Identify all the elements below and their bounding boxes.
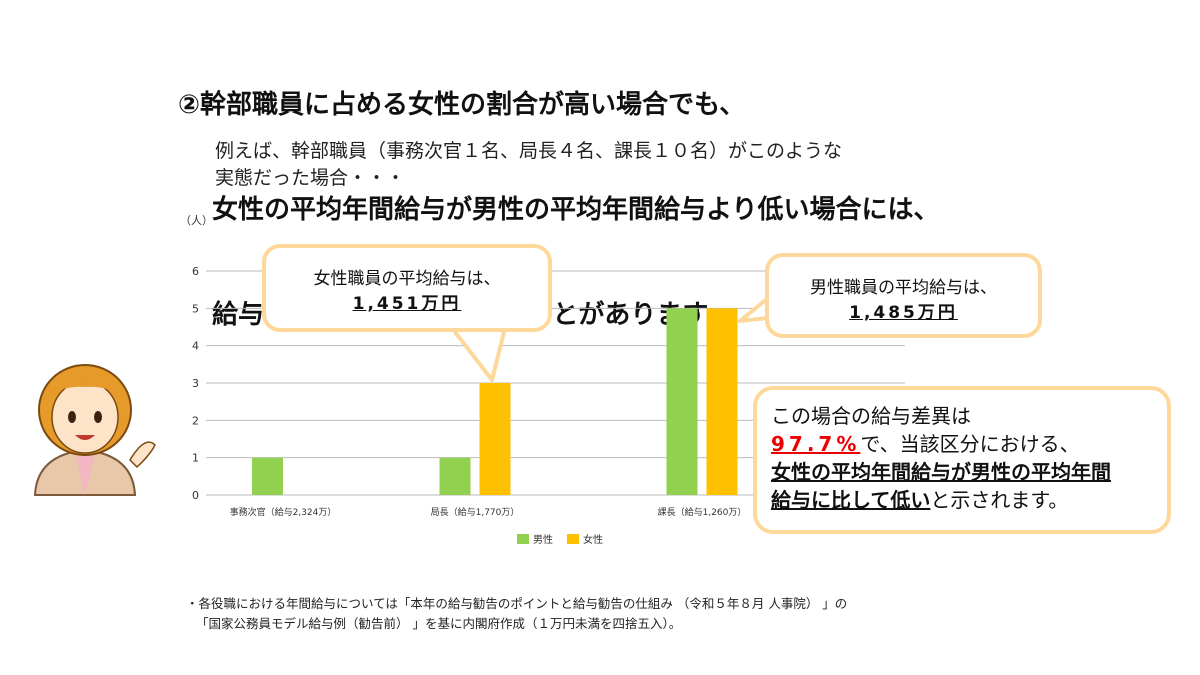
- legend-swatch-male: [517, 533, 529, 544]
- female-callout-text: 女性職員の平均給与は、: [313, 269, 501, 289]
- bar-male: [252, 457, 283, 495]
- subtitle-line-2: 実態だった場合・・・: [215, 167, 406, 189]
- y-tick-label: 0: [192, 489, 199, 502]
- result-line-1: この場合の給与差異は: [771, 404, 971, 428]
- y-tick-label: 3: [192, 377, 199, 390]
- bar-male: [666, 308, 698, 495]
- legend-swatch-female: [567, 533, 579, 544]
- pay-gap-percent: 97.7%: [771, 432, 861, 456]
- y-axis-label: （人）: [180, 214, 213, 227]
- result-line-2: で、当該区分における、: [860, 432, 1080, 456]
- female-salary-callout: 女性職員の平均給与は、 1,451万円: [262, 244, 552, 332]
- y-tick-label: 4: [192, 340, 199, 353]
- male-avg-salary: 1,485万円: [849, 303, 958, 323]
- footnote: ・各役職における年間給与については「本年の給与勧告のポイントと給与勧告の仕組み …: [186, 594, 847, 634]
- legend-female: 女性: [567, 531, 603, 546]
- female-callout-tail: [393, 326, 507, 382]
- subtitle: 例えば、幹部職員（事務次官１名、局長４名、課長１０名）がこのような 実態だった場…: [215, 138, 842, 192]
- x-tick-label: 課長（給与1,260万）: [658, 506, 747, 518]
- bar-female: [479, 383, 511, 495]
- male-callout-text: 男性職員の平均給与は、: [810, 278, 997, 298]
- legend-male: 男性: [517, 531, 553, 546]
- result-callout: この場合の給与差異は 97.7%で、当該区分における、 女性の平均年間給与が男性…: [753, 386, 1171, 534]
- title-line-2: 女性の平均年間給与が男性の平均年間給与より低い場合には、: [212, 195, 940, 225]
- bar-male: [439, 457, 471, 495]
- y-tick-label: 2: [192, 414, 199, 427]
- y-tick-label: 6: [192, 265, 199, 278]
- legend-label-male: 男性: [533, 535, 553, 546]
- subtitle-line-1: 例えば、幹部職員（事務次官１名、局長４名、課長１０名）がこのような: [215, 140, 843, 162]
- footnote-line-2: 「国家公務員モデル給与例（勧告前） 」を基に内閣府作成（１万円未満を四捨五入）。: [196, 616, 682, 631]
- x-tick-label: 局長（給与1,770万）: [431, 506, 520, 518]
- result-bold-1: 女性の平均年間給与が男性の平均年間: [771, 460, 1111, 484]
- result-bold-2: 給与に比して低い: [771, 488, 931, 512]
- bar-female: [706, 308, 738, 495]
- woman-illustration: [33, 364, 156, 496]
- male-salary-callout: 男性職員の平均給与は、 1,485万円: [765, 253, 1042, 338]
- title-line-1: ②幹部職員に占める女性の割合が高い場合でも、: [178, 90, 746, 120]
- male-callout-tail: [738, 296, 770, 323]
- footnote-line-1: ・各役職における年間給与については「本年の給与勧告のポイントと給与勧告の仕組み …: [186, 596, 848, 611]
- female-avg-salary: 1,451万円: [352, 294, 462, 314]
- result-rest: と示されます。: [930, 488, 1069, 512]
- y-tick-label: 5: [192, 302, 199, 315]
- legend-label-female: 女性: [583, 535, 603, 546]
- x-tick-label: 事務次官（給与2,324万）: [230, 506, 337, 518]
- y-tick-label: 1: [192, 452, 199, 465]
